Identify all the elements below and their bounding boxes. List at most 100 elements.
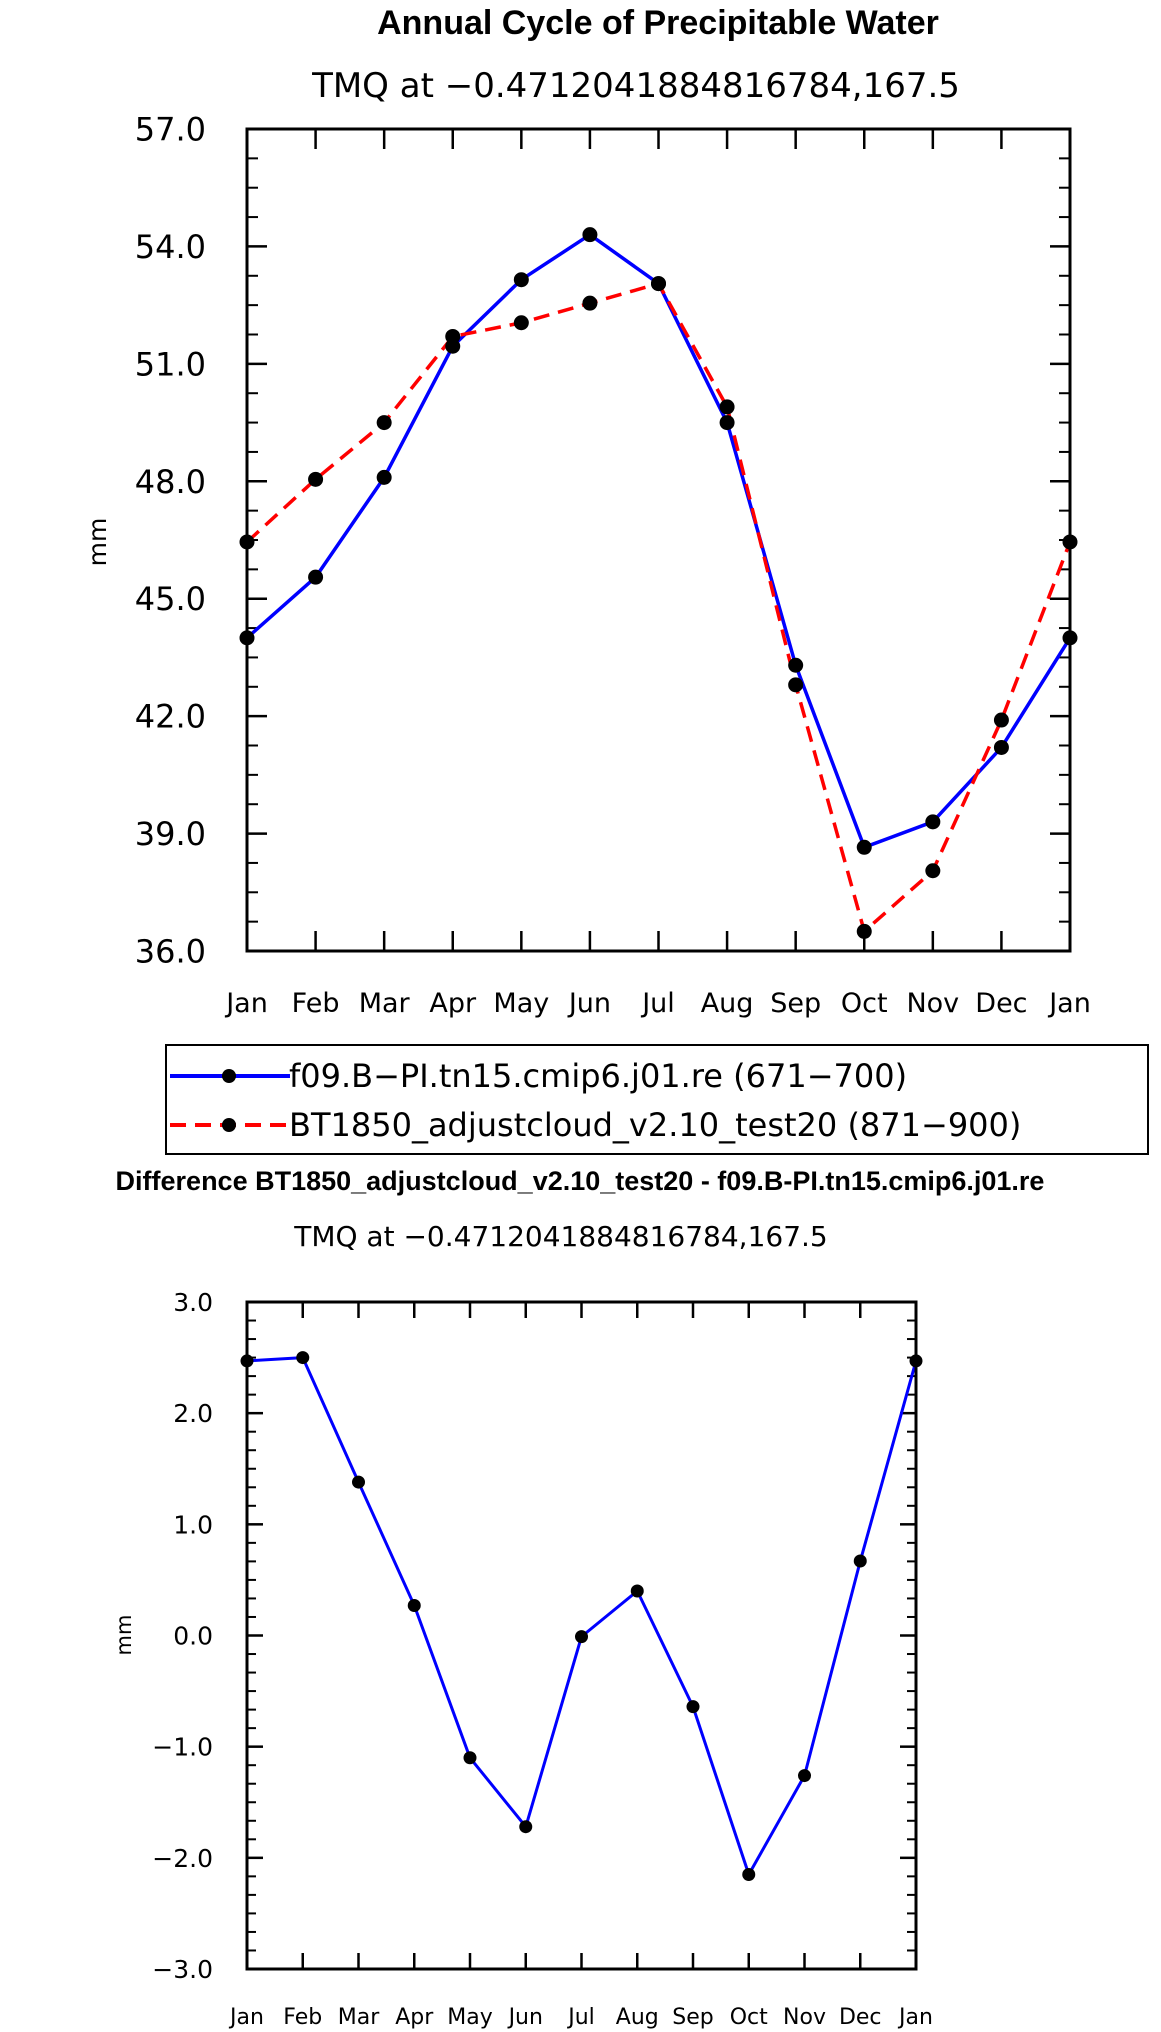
- y-tick-label: 48.0: [135, 463, 206, 501]
- chart-1-x-tick-labels: Jan Feb Mar Apr May Jun Jul Aug Sep Oct Nov Dec Jan: [224, 988, 1091, 1019]
- series-1-point: [856, 839, 872, 855]
- series-1-point: [686, 1700, 700, 1714]
- chart-2-subtitle: TMQ at −0.4712041884816784,167.5: [293, 1220, 828, 1253]
- legend-label-2: BT1850_adjustcloud_v2.10_test20 (871−900…: [289, 1106, 1021, 1144]
- series-2-point: [513, 315, 529, 331]
- y-tick-label: 45.0: [135, 580, 206, 618]
- y-tick-label: 54.0: [135, 228, 206, 266]
- legend-entry-2: BT1850_adjustcloud_v2.10_test20 (871−900…: [170, 1106, 1021, 1144]
- y-tick-label: 39.0: [135, 815, 206, 853]
- series-1-point: [296, 1351, 310, 1365]
- chart-2-plot-frame: [245, 1300, 918, 1971]
- series-2-point: [651, 276, 666, 292]
- chart-1-legend: f09.B−PI.tn15.cmip6.j01.re (671−700) BT1…: [165, 1044, 1149, 1155]
- x-tick-label: Oct: [841, 988, 888, 1019]
- series-1-point: [376, 469, 392, 485]
- y-tick-label: 57.0: [135, 111, 206, 149]
- series-1-point: [513, 272, 529, 288]
- series-2-point: [925, 863, 941, 879]
- y-tick-label: 36.0: [135, 933, 206, 971]
- x-tick-label: Dec: [975, 988, 1027, 1019]
- series-2-point: [308, 471, 324, 487]
- series-1-point: [993, 739, 1009, 755]
- y-tick-label: 1.0: [173, 1510, 213, 1539]
- x-tick-label: Nov: [783, 2005, 826, 2030]
- x-tick-label: May: [493, 988, 549, 1019]
- chart-2-ylabel: mm: [112, 1615, 136, 1656]
- chart-1-subtitle: TMQ at −0.4712041884816784,167.5: [311, 66, 960, 106]
- legend-label-1: f09.B−PI.tn15.cmip6.j01.re (671−700): [289, 1057, 907, 1095]
- legend-marker-2: [222, 1118, 236, 1132]
- x-tick-label: Jan: [228, 2005, 264, 2030]
- series-2-point: [719, 399, 735, 415]
- series-2-point: [993, 712, 1009, 728]
- x-tick-label: Dec: [839, 2005, 882, 2030]
- series-2-point: [445, 328, 461, 344]
- x-tick-label: Feb: [283, 2005, 322, 2030]
- series-1-point: [352, 1475, 365, 1489]
- y-tick-label: 42.0: [135, 698, 206, 736]
- x-tick-label: Jul: [566, 2005, 595, 2030]
- series-1-point: [407, 1598, 421, 1612]
- chart-1-ticks: [245, 127, 1072, 953]
- y-tick-label: 51.0: [135, 345, 206, 383]
- y-tick-label: 2.0: [173, 1399, 213, 1428]
- chart-1-title: Annual Cycle of Precipitable Water: [377, 4, 939, 42]
- y-tick-label: 3.0: [173, 1288, 213, 1317]
- series-1-point: [630, 1584, 644, 1598]
- series-1-point: [742, 1868, 756, 1882]
- series-1-point: [719, 415, 735, 431]
- legend-box: [165, 1044, 1149, 1155]
- chart-2-title: Difference BT1850_adjustcloud_v2.10_test…: [116, 1166, 1045, 1196]
- chart-2: Difference BT1850_adjustcloud_v2.10_test…: [112, 1166, 1044, 2030]
- x-tick-label: Apr: [395, 2005, 434, 2030]
- x-tick-label: Mar: [338, 2005, 380, 2030]
- series-line-2: [245, 281, 1072, 934]
- chart-2-series: [240, 1351, 923, 1882]
- x-tick-label: Sep: [770, 988, 821, 1019]
- series-line-1: [245, 232, 1072, 850]
- chart-2-y-tick-labels: −3.0 −2.0 −1.0 0.0 1.0 2.0 3.0: [152, 1288, 213, 1984]
- chart-1-series: [239, 227, 1078, 939]
- y-tick-label: −3.0: [152, 1955, 213, 1984]
- series-1-point: [788, 657, 804, 673]
- series-1-point: [798, 1769, 811, 1783]
- chart-1-y-tick-labels: 36.0 39.0 42.0 45.0 48.0 51.0 54.0 57.0: [135, 111, 206, 971]
- x-tick-label: Jan: [224, 988, 268, 1019]
- series-1-point: [575, 1630, 588, 1644]
- x-tick-label: Jun: [567, 988, 611, 1019]
- x-tick-label: Jul: [640, 988, 675, 1019]
- series-1-point: [582, 227, 598, 243]
- x-tick-label: May: [447, 2005, 492, 2030]
- series-2-point: [376, 415, 392, 431]
- series-1-point: [925, 814, 941, 830]
- series-2-point: [856, 923, 872, 939]
- series-2-point: [788, 677, 804, 693]
- chart-1-plot-frame: [245, 127, 1072, 953]
- legend-marker-1: [222, 1069, 236, 1083]
- x-tick-label: Nov: [906, 988, 959, 1019]
- x-tick-label: Jan: [1047, 988, 1091, 1019]
- x-tick-label: Aug: [701, 988, 754, 1019]
- chart-1-ylabel: mm: [83, 518, 112, 567]
- legend-entry-1: f09.B−PI.tn15.cmip6.j01.re (671−700): [170, 1057, 907, 1095]
- x-tick-label: Aug: [616, 2005, 659, 2030]
- x-tick-label: Feb: [292, 988, 340, 1019]
- x-tick-label: Jun: [507, 2005, 543, 2030]
- y-tick-label: −1.0: [152, 1733, 213, 1762]
- x-tick-label: Mar: [359, 988, 411, 1019]
- x-tick-label: Apr: [429, 988, 477, 1019]
- y-tick-label: −2.0: [152, 1844, 213, 1873]
- chart-2-x-tick-labels: Jan Feb Mar Apr May Jun Jul Aug Sep Oct Nov Dec Jan: [228, 2005, 933, 2030]
- x-tick-label: Sep: [672, 2005, 713, 2030]
- y-tick-label: 0.0: [173, 1622, 213, 1651]
- x-tick-label: Jan: [897, 2005, 933, 2030]
- series-1-point: [519, 1820, 533, 1834]
- x-tick-label: Oct: [730, 2005, 768, 2030]
- series-1-point: [308, 569, 324, 585]
- series-2-point: [582, 295, 598, 311]
- series-line-1: [246, 1356, 918, 1876]
- series-1-point: [853, 1554, 867, 1568]
- chart-1: Annual Cycle of Precipitable Water TMQ a…: [83, 4, 1149, 1155]
